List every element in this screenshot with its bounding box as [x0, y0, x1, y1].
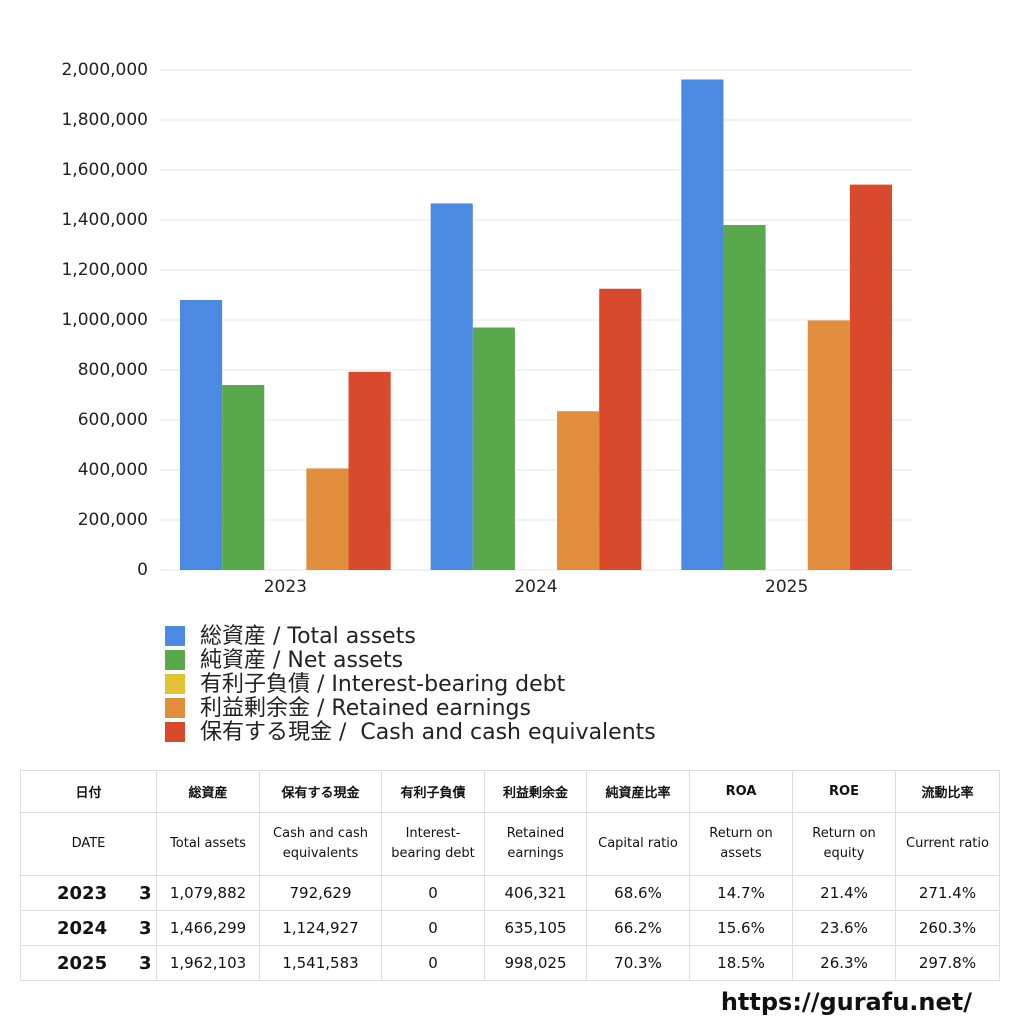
y-tick-label: 2,000,000	[61, 60, 148, 80]
bar	[306, 468, 349, 570]
footer-url: https://gurafu.net/	[720, 988, 972, 1016]
table-cell: 0	[381, 910, 485, 946]
legend-swatch	[165, 722, 185, 742]
y-tick-label: 600,000	[78, 410, 148, 430]
legend-label: 純資産 / Net assets	[200, 648, 403, 673]
table-cell: 21.4%	[792, 875, 896, 911]
table-cell: Cash and cash equivalents	[259, 812, 382, 876]
legend-swatch	[165, 650, 185, 670]
bar	[472, 327, 515, 570]
table-cell: 3	[134, 945, 157, 981]
table-cell: 純資産比率	[586, 770, 690, 813]
table-row: 2024 3 1,466,299 1,124,927 0 635,105 66.2% 15.6…	[19, 910, 1000, 946]
bar	[557, 411, 600, 570]
table-cell: 68.6%	[586, 875, 690, 911]
table-cell: Return on assets	[689, 812, 793, 876]
table-cell: 1,466,299	[156, 910, 260, 946]
table-cell: 0	[381, 875, 485, 911]
y-tick-label: 1,800,000	[61, 110, 148, 130]
table-cell: 635,105	[484, 910, 587, 946]
legend-label: 有利子負債 / Interest-bearing debt	[200, 672, 566, 697]
data-table: 日付 総資産 保有する現金 有利子負債 利益剰余金 純資産比率 ROA ROE 流動比率 DATE…	[19, 770, 1000, 981]
y-tick-label: 800,000	[78, 360, 148, 380]
table-row: DATE Total assets Cash and cash equivalent…	[20, 812, 1000, 876]
table-cell: Current ratio	[895, 812, 1000, 876]
table-cell: Return on equity	[792, 812, 896, 876]
bar	[849, 184, 892, 570]
y-tick-label: 1,600,000	[61, 160, 148, 180]
legend-swatch	[165, 626, 185, 646]
table-cell: 998,025	[484, 945, 587, 981]
table-cell: 260.3%	[895, 910, 1000, 946]
bar	[681, 79, 724, 571]
table-cell: 1,541,583	[259, 945, 382, 981]
table-cell: 3	[134, 910, 157, 946]
table-cell: 3	[134, 875, 157, 911]
table-cell: 2025	[19, 945, 135, 981]
table-cell: 2023	[19, 875, 135, 911]
table-cell: 26.3%	[792, 945, 896, 981]
x-tick-label: 2025	[765, 577, 808, 597]
table-cell: 70.3%	[586, 945, 690, 981]
bar	[599, 288, 642, 570]
bar	[222, 385, 265, 570]
table-cell: DATE	[20, 812, 157, 876]
y-tick-label: 1,200,000	[61, 260, 148, 280]
table-cell: 23.6%	[792, 910, 896, 946]
table-row: 2023 3 1,079,882 792,629 0 406,321 68.6% 14.7% 2…	[19, 875, 1000, 911]
legend-swatch	[165, 698, 185, 718]
table-cell: ROE	[792, 770, 896, 813]
y-tick-label: 400,000	[78, 460, 148, 480]
table-cell: 利益剰余金	[484, 770, 587, 813]
legend-label: 利益剰余金 / Retained earnings	[200, 696, 531, 721]
x-tick-label: 2023	[264, 577, 307, 597]
table-cell: 0	[381, 945, 485, 981]
table-cell: 406,321	[484, 875, 587, 911]
table-cell: 792,629	[259, 875, 382, 911]
table-cell: ROA	[689, 770, 793, 813]
table-cell: 1,962,103	[156, 945, 260, 981]
table-cell: Total assets	[156, 812, 260, 876]
table-cell: Capital ratio	[586, 812, 690, 876]
table-cell: Interest-bearing debt	[381, 812, 485, 876]
table-cell: 1,079,882	[156, 875, 260, 911]
legend-swatch	[165, 674, 185, 694]
table-cell: 2024	[19, 910, 135, 946]
table-cell: 保有する現金	[259, 770, 382, 813]
x-tick-label: 2024	[514, 577, 557, 597]
table-row: 日付 総資産 保有する現金 有利子負債 利益剰余金 純資産比率 ROA ROE 流動比率	[20, 770, 1000, 813]
y-tick-label: 0	[137, 560, 148, 580]
table-cell: 66.2%	[586, 910, 690, 946]
legend-label: 総資産 / Total assets	[200, 624, 416, 649]
table-cell: 1,124,927	[259, 910, 382, 946]
table-cell: 14.7%	[689, 875, 793, 911]
table-cell: 297.8%	[895, 945, 1000, 981]
table-row: 2025 3 1,962,103 1,541,583 0 998,025 70.3% 18.5…	[19, 945, 1000, 981]
table-cell: Retained earnings	[484, 812, 587, 876]
y-tick-label: 1,400,000	[61, 210, 148, 230]
legend-label: 保有する現金 / Cash and cash equivalents	[200, 720, 656, 745]
table-cell: 271.4%	[895, 875, 1000, 911]
y-tick-label: 1,000,000	[61, 310, 148, 330]
table-cell: 15.6%	[689, 910, 793, 946]
bar	[807, 320, 850, 570]
table-cell: 有利子負債	[381, 770, 485, 813]
bar	[723, 225, 766, 570]
table-cell: 総資産	[156, 770, 260, 813]
bar	[180, 300, 223, 570]
chart: 0 200,000 400,000 600,000 800,000 1,000,000 1,…	[61, 60, 912, 745]
table-cell: 日付	[20, 770, 157, 813]
bar	[348, 371, 391, 570]
table-cell: 流動比率	[895, 770, 1000, 813]
table-cell: 18.5%	[689, 945, 793, 981]
bar	[430, 203, 473, 571]
y-tick-label: 200,000	[78, 510, 148, 530]
